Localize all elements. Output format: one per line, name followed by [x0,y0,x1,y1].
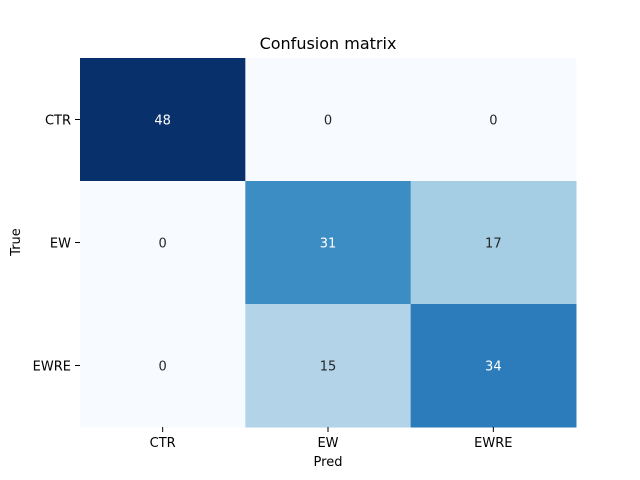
heatmap-cell [80,58,246,182]
cell-value-label: 48 [154,114,171,129]
x-axis-ticks: CTR EW EWRE [150,427,512,451]
heatmap-cell [245,181,412,305]
heatmap-cell [410,181,577,305]
cell-value-label: 17 [485,237,502,252]
heatmap-cells [80,58,577,428]
heatmap-cell [410,304,577,428]
heatmap-cell [80,304,246,428]
heatmap-annotations: 48 0 0 0 31 17 0 15 34 [154,114,501,375]
heatmap-cell [245,304,412,428]
cell-value-label: 15 [320,360,337,375]
y-tick-label: EW [50,237,71,252]
cell-value-label: 0 [489,114,497,129]
heatmap-cell [245,58,412,182]
cell-value-label: 0 [324,114,332,129]
cell-value-label: 0 [159,360,167,375]
cell-value-label: 31 [320,237,337,252]
x-axis-label: Pred [314,455,343,470]
cell-value-label: 34 [485,360,502,375]
chart-title: Confusion matrix [260,34,397,53]
heatmap-cell [80,181,246,305]
y-axis-label: True [9,228,24,257]
x-tick-label: CTR [150,436,176,451]
cell-value-label: 0 [159,237,167,252]
y-tick-label: EWRE [33,360,71,375]
heatmap-cell [410,58,577,182]
y-axis-ticks: CTR EW EWRE [33,114,80,375]
x-tick-label: EW [317,436,338,451]
y-tick-label: CTR [45,114,71,129]
x-tick-label: EWRE [474,436,512,451]
